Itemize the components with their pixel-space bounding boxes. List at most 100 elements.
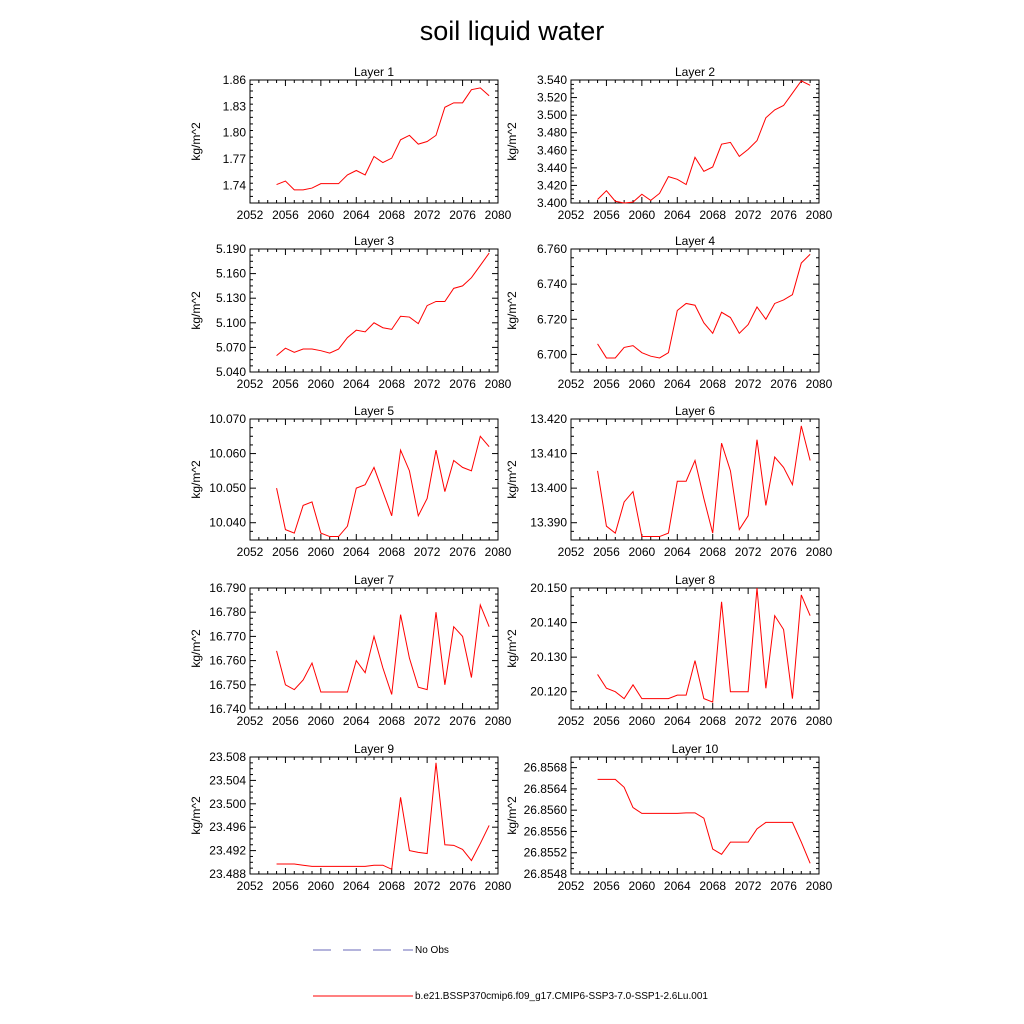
layer-7-ytick-label: 16.780 [209, 605, 246, 619]
layer-3-xtick-label: 2068 [378, 377, 405, 391]
layer-8-xtick-label: 2072 [735, 714, 762, 728]
layer-2-xtick-label: 2056 [593, 208, 620, 222]
layer-7-xtick-label: 2064 [343, 714, 370, 728]
layer-8-xtick-label: 2056 [593, 714, 620, 728]
layer-5-xtick-label: 2068 [378, 545, 405, 559]
layer-2-panel: 2052 2056 2060 2064 2068 2072 2076 2080 3.400 3.4… [505, 65, 833, 222]
layer-3-xtick-label: 2072 [414, 377, 441, 391]
layer-9-xtick-label: 2072 [414, 879, 441, 893]
layer-2-ytick-label: 3.500 [537, 108, 567, 122]
layer-8-ytick-label: 20.130 [530, 650, 567, 664]
layer-2-ytick-label: 3.480 [537, 126, 567, 140]
layer-2-ytick-label: 3.520 [537, 91, 567, 105]
layer-2-xtick-label: 2052 [558, 208, 585, 222]
layer-9-xtick-label: 2064 [343, 879, 370, 893]
layer-9-ytick-label: 23.492 [209, 844, 246, 858]
layer-9-series-line [276, 762, 490, 871]
layer-3-xtick-label: 2080 [485, 377, 512, 391]
layer-3-ytick-label: 5.160 [216, 267, 246, 281]
layer-1-ytick-label: 1.77 [223, 152, 247, 166]
layer-4-ytick-label: 6.740 [537, 277, 567, 291]
layer-5-ytick-label: 10.060 [209, 447, 246, 461]
layer-7-xtick-label: 2080 [485, 714, 512, 728]
layer-1-series-line [276, 87, 490, 191]
layer-1-ytick-label: 1.74 [223, 178, 247, 192]
layer-3-xtick-label: 2076 [449, 377, 476, 391]
layer-6-xtick-label: 2068 [699, 545, 726, 559]
layer-5-ytick-label: 10.040 [209, 516, 246, 530]
layer-2-ytick-label: 3.540 [537, 73, 567, 87]
layer-3-frame [249, 248, 499, 373]
layer-8-frame [570, 587, 820, 710]
layer-9-xtick-label: 2068 [378, 879, 405, 893]
layer-10-title: Layer 10 [672, 742, 719, 756]
layer-9-ytick-label: 23.508 [209, 750, 246, 764]
layer-2-xtick-label: 2068 [699, 208, 726, 222]
layer-9-xtick-label: 2052 [237, 879, 264, 893]
layer-1-xtick-label: 2080 [485, 208, 512, 222]
layer-1-ylabel: kg/m^2 [189, 122, 203, 161]
layer-1-ytick-label: 1.86 [223, 73, 247, 87]
layer-8-xtick-label: 2052 [558, 714, 585, 728]
layer-2-ylabel: kg/m^2 [505, 122, 519, 161]
layer-1-xtick-label: 2072 [414, 208, 441, 222]
layer-7-xtick-label: 2052 [237, 714, 264, 728]
layer-8-ytick-label: 20.150 [530, 581, 567, 595]
layer-4-series-line [597, 253, 811, 359]
layer-4-ytick-label: 6.760 [537, 242, 567, 256]
layer-8-ylabel: kg/m^2 [505, 629, 519, 668]
layer-2-frame [570, 79, 820, 204]
layer-4-xtick-label: 2056 [593, 377, 620, 391]
layer-10-xtick-label: 2080 [806, 879, 833, 893]
layer-10-xtick-label: 2056 [593, 879, 620, 893]
layer-10-xtick-label: 2068 [699, 879, 726, 893]
layer-3-xtick-label: 2064 [343, 377, 370, 391]
layer-6-ytick-label: 13.400 [530, 481, 567, 495]
layer-5-xtick-label: 2056 [272, 545, 299, 559]
layer-7-ytick-label: 16.790 [209, 581, 246, 595]
layer-9-xtick-label: 2060 [308, 879, 335, 893]
layer-7-series-line [276, 602, 490, 695]
layer-7-xtick-label: 2056 [272, 714, 299, 728]
layer-2-xtick-label: 2072 [735, 208, 762, 222]
layer-4-panel: 2052 2056 2060 2064 2068 2072 2076 2080 6.700 6.7… [505, 234, 833, 391]
main-title: soil liquid water [420, 16, 605, 46]
layer-6-xtick-label: 2080 [806, 545, 833, 559]
layer-1-ytick-label: 1.83 [223, 99, 247, 113]
layer-8-ytick-label: 20.120 [530, 685, 567, 699]
layer-5-ylabel: kg/m^2 [189, 460, 203, 499]
layer-4-xtick-label: 2072 [735, 377, 762, 391]
layer-3-ytick-label: 5.130 [216, 291, 246, 305]
layer-5-xtick-label: 2076 [449, 545, 476, 559]
layer-4-xtick-label: 2052 [558, 377, 585, 391]
layer-7-ylabel: kg/m^2 [189, 629, 203, 668]
layer-7-xtick-label: 2068 [378, 714, 405, 728]
layer-9-xtick-label: 2056 [272, 879, 299, 893]
layer-1-panel: 2052 2056 2060 2064 2068 2072 2076 2080 1.74 1.77… [189, 65, 512, 222]
layer-6-ytick-label: 13.420 [530, 412, 567, 426]
layer-6-ytick-label: 13.390 [530, 516, 567, 530]
layer-10-ylabel: kg/m^2 [505, 796, 519, 835]
layer-8-xtick-label: 2068 [699, 714, 726, 728]
layer-9-ytick-label: 23.500 [209, 797, 246, 811]
layer-7-ytick-label: 16.750 [209, 678, 246, 692]
layer-4-ytick-label: 6.700 [537, 347, 567, 361]
layer-4-ylabel: kg/m^2 [505, 291, 519, 330]
layer-9-xtick-label: 2076 [449, 879, 476, 893]
layer-8-xtick-label: 2076 [770, 714, 797, 728]
layer-1-xtick-label: 2056 [272, 208, 299, 222]
layer-10-ytick-label: 26.8548 [524, 867, 568, 881]
layer-6-title: Layer 6 [675, 404, 715, 418]
layer-3-ytick-label: 5.100 [216, 316, 246, 330]
layer-4-xtick-label: 2068 [699, 377, 726, 391]
layer-6-series-line [597, 425, 811, 538]
layer-5-ytick-label: 10.050 [209, 481, 246, 495]
layer-1-xtick-label: 2068 [378, 208, 405, 222]
layer-7-frame [249, 587, 499, 710]
layer-10-ytick-label: 26.8556 [524, 824, 568, 838]
layer-8-ytick-label: 20.140 [530, 616, 567, 630]
layer-9-ytick-label: 23.496 [209, 820, 246, 834]
layer-3-xtick-label: 2060 [308, 377, 335, 391]
layer-6-ylabel: kg/m^2 [505, 460, 519, 499]
